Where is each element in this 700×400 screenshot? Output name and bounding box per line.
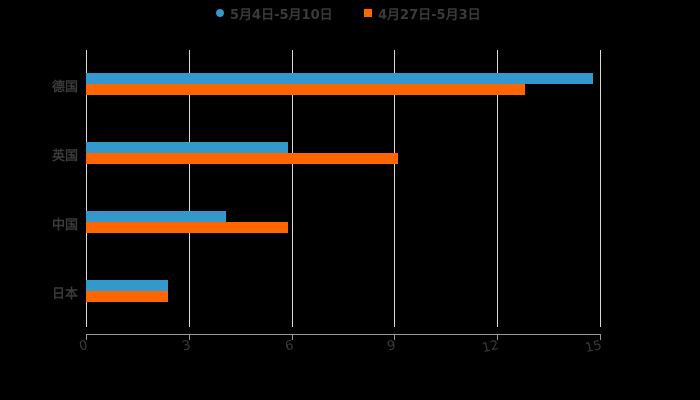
x-tick (292, 334, 293, 340)
bar-日本-1[interactable] (86, 280, 169, 291)
x-tick-label: 3 (180, 338, 193, 355)
bar-英国-2[interactable] (86, 153, 398, 164)
bar-德国-1[interactable] (86, 73, 594, 84)
x-tick-label: 12 (480, 338, 501, 357)
gridline (497, 50, 498, 327)
x-tick (86, 334, 87, 340)
x-tick-label: 6 (283, 338, 296, 355)
gridline (86, 50, 87, 327)
square-marker-icon (364, 9, 372, 17)
gridline (600, 50, 601, 327)
x-tick-label: 9 (385, 338, 398, 355)
bar-中国-2[interactable] (86, 222, 289, 233)
category-label: 英国 (51, 149, 78, 164)
x-tick (600, 334, 601, 340)
x-tick (189, 334, 190, 340)
legend-item-series-2[interactable]: 4月27日-5月3日 (364, 4, 481, 23)
x-tick (497, 334, 498, 340)
legend-label: 5月4日-5月10日 (230, 7, 333, 23)
circle-marker-icon (216, 9, 224, 17)
legend-item-series-1[interactable]: 5月4日-5月10日 (216, 4, 333, 23)
gridline (292, 50, 293, 327)
bar-中国-1[interactable] (86, 211, 227, 222)
bar-日本-2[interactable] (86, 291, 169, 302)
bar-德国-2[interactable] (86, 84, 525, 95)
category-label: 中国 (51, 218, 78, 233)
category-label: 德国 (51, 80, 78, 95)
x-tick-label: 15 (583, 338, 604, 357)
gridline (189, 50, 190, 327)
category-label: 日本 (51, 287, 78, 302)
x-tick (394, 334, 395, 340)
legend: 5月4日-5月10日 4月27日-5月3日 (0, 4, 700, 23)
x-tick-label: 0 (77, 338, 90, 355)
x-axis-line (86, 334, 600, 335)
bar-英国-1[interactable] (86, 142, 289, 153)
gridline (394, 50, 395, 327)
legend-label: 4月27日-5月3日 (378, 7, 481, 23)
